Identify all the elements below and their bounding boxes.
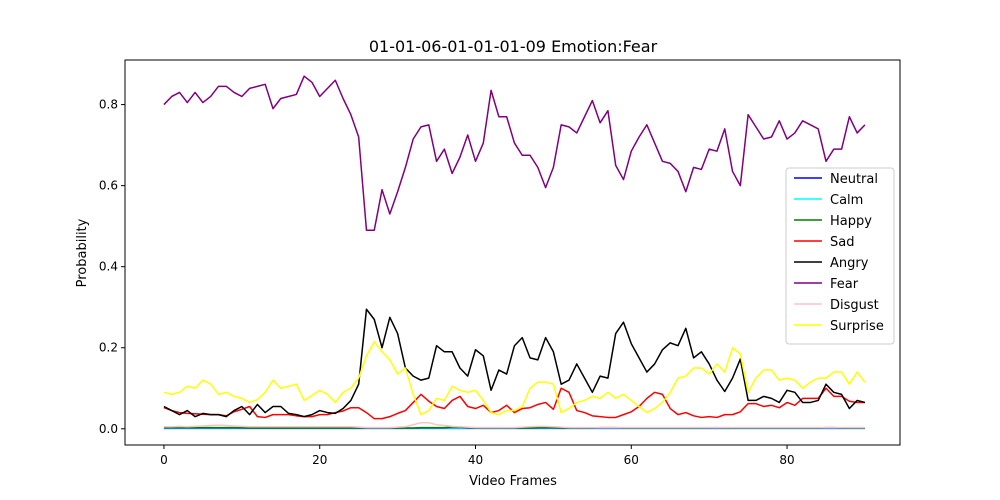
legend-box xyxy=(785,167,895,345)
legend-label-disgust: Disgust xyxy=(830,298,879,313)
legend-label-fear: Fear xyxy=(830,277,859,292)
y-tick-label: 0.8 xyxy=(99,98,118,112)
series-line-disgust xyxy=(163,421,865,429)
x-axis: 0 20 40 60 80 xyxy=(160,445,795,467)
legend-label-sad: Sad xyxy=(830,235,854,250)
series-line-surprise xyxy=(163,340,866,416)
y-axis: 0.0 0.2 0.4 0.6 0.8 xyxy=(99,98,125,436)
series-layer xyxy=(163,75,866,430)
y-tick-label: 0.0 xyxy=(99,422,118,436)
series-line-fear xyxy=(163,75,866,231)
legend-label-neutral: Neutral xyxy=(830,172,878,187)
legend-label-happy: Happy xyxy=(830,214,872,229)
chart-title: 01-01-06-01-01-01-09 Emotion:Fear xyxy=(369,37,658,56)
legend: Neutral Calm Happy Sad Angry Fear Disgust Surpr… xyxy=(785,167,895,345)
x-tick-label: 60 xyxy=(624,453,639,467)
series-line-angry xyxy=(163,308,866,418)
y-axis-label: Probability xyxy=(75,218,90,287)
legend-label-angry: Angry xyxy=(830,256,869,271)
y-tick-label: 0.6 xyxy=(99,179,118,193)
legend-label-surprise: Surprise xyxy=(830,319,884,334)
y-tick-label: 0.4 xyxy=(99,260,118,274)
x-tick-label: 20 xyxy=(312,453,327,467)
x-tick-label: 0 xyxy=(160,453,168,467)
x-axis-label: Video Frames xyxy=(469,474,557,489)
x-tick-label: 40 xyxy=(468,453,483,467)
legend-label-calm: Calm xyxy=(830,193,863,208)
plot-frame xyxy=(124,59,901,446)
series-line-sad xyxy=(163,387,865,420)
y-tick-label: 0.2 xyxy=(99,341,118,355)
x-tick-label: 80 xyxy=(779,453,794,467)
